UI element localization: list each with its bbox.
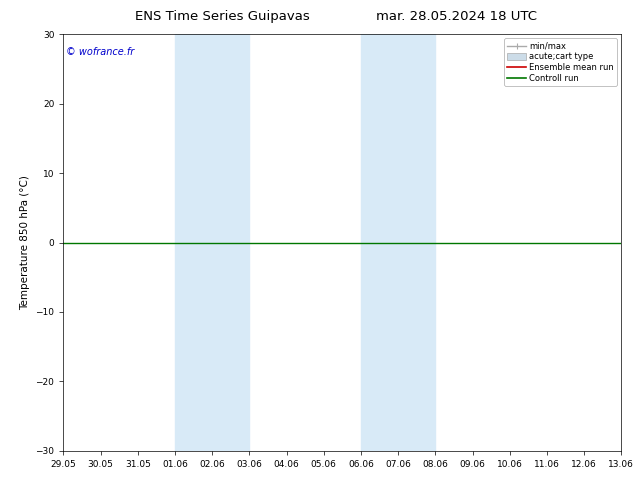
Text: mar. 28.05.2024 18 UTC: mar. 28.05.2024 18 UTC: [376, 10, 537, 23]
Text: © wofrance.fr: © wofrance.fr: [66, 47, 134, 57]
Y-axis label: Temperature 850 hPa (°C): Temperature 850 hPa (°C): [20, 175, 30, 310]
Bar: [175, 34, 249, 451]
Text: ENS Time Series Guipavas: ENS Time Series Guipavas: [134, 10, 309, 23]
Legend: min/max, acute;cart type, Ensemble mean run, Controll run: min/max, acute;cart type, Ensemble mean …: [504, 39, 617, 86]
Bar: [361, 34, 436, 451]
